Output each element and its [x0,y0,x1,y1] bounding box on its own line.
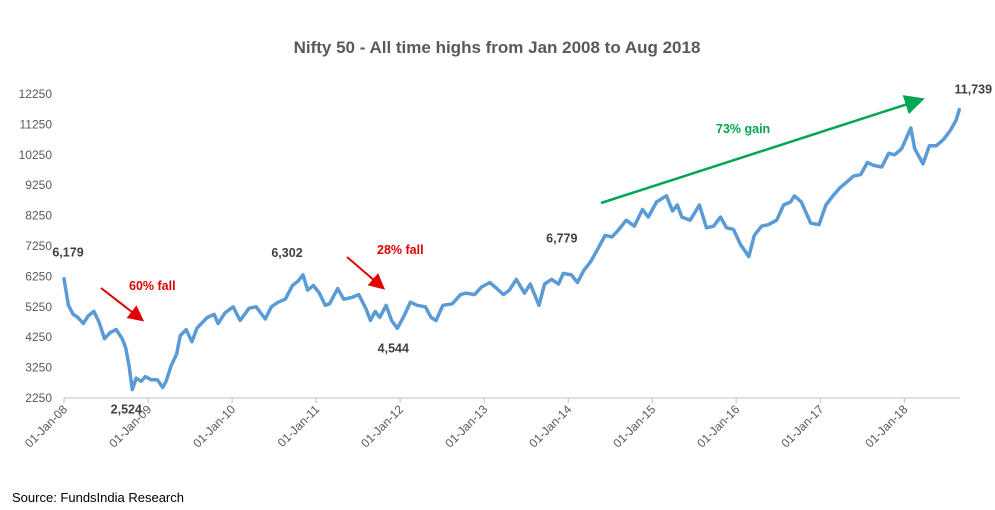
x-tick-label: 01-Jan-16 [694,402,742,450]
x-tick-label: 01-Jan-18 [862,402,910,450]
y-tick-label: 3250 [25,361,52,375]
value-label: 6,779 [546,231,577,245]
value-label: 2,524 [111,403,142,417]
y-tick-label: 10250 [19,148,53,162]
x-axis: 01-Jan-08 01-Jan-09 01-Jan-10 01-Jan-11 01-J… [22,398,911,450]
y-tick-label: 2250 [25,391,52,405]
y-tick-label: 9250 [25,178,52,192]
x-tick-label: 01-Jan-08 [22,402,70,450]
value-label: 4,544 [378,341,409,355]
fall-arrow-2 [346,256,386,290]
series-line [62,107,962,392]
annotation-fall-28: 28% fall [377,243,424,257]
fall-arrow-1 [100,287,145,322]
x-tick-label: 01-Jan-15 [610,402,658,450]
value-labels: 6,179 2,524 6,302 4,544 6,779 11,739 [52,83,992,417]
chart-title: Nifty 50 - All time highs from Jan 2008 … [294,38,701,57]
value-label: 6,179 [52,246,83,260]
value-label: 6,302 [271,246,302,260]
x-tick-label: 01-Jan-11 [275,402,323,450]
y-tick-label: 4250 [25,330,52,344]
y-tick-label: 11250 [20,117,53,131]
x-tick-label: 01-Jan-14 [526,402,574,450]
y-tick-label: 6250 [25,269,52,283]
x-tick-label: 01-Jan-17 [778,402,826,450]
value-label: 11,739 [955,83,993,97]
annotation-gain-73: 73% gain [716,122,770,136]
x-tick-label: 01-Jan-10 [190,402,238,450]
y-tick-label: 7250 [25,239,52,253]
y-tick-label: 8250 [25,209,52,223]
x-tick-label: 01-Jan-12 [358,402,406,450]
x-tick-label: 01-Jan-13 [442,402,490,450]
annotation-fall-60: 60% fall [129,279,176,293]
gain-arrow [600,95,925,205]
y-tick-label: 12250 [19,87,53,101]
y-axis: 12250 11250 10250 9250 8250 7250 6250 5250 4250 3… [19,87,53,405]
y-tick-label: 5250 [25,300,52,314]
source-note: Source: FundsIndia Research [12,490,184,505]
